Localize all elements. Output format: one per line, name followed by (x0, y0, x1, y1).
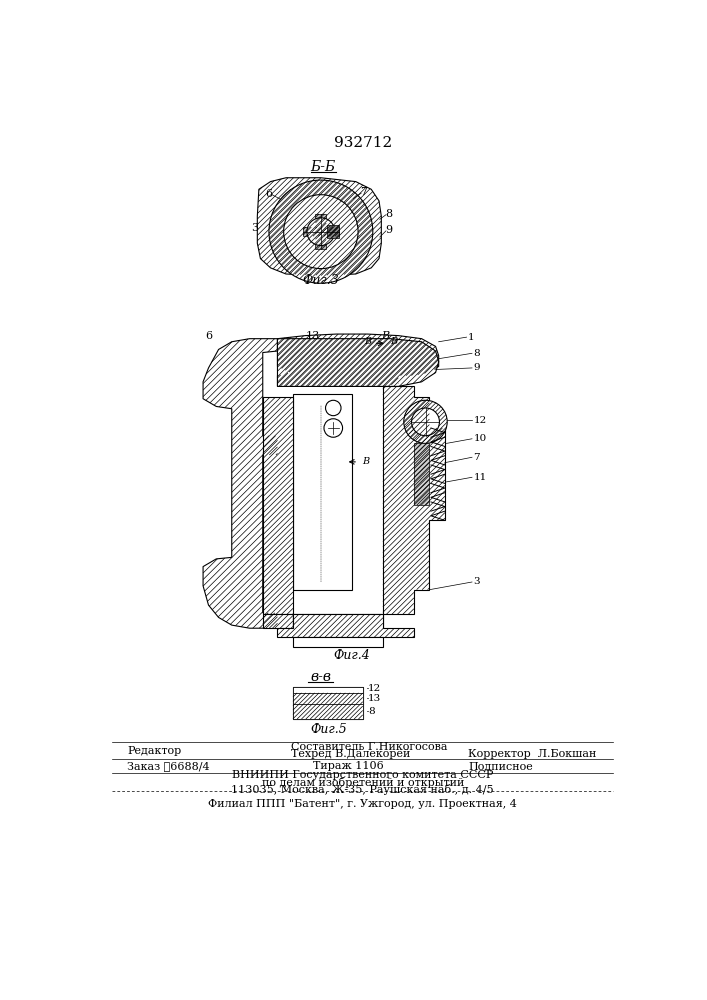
Polygon shape (315, 214, 327, 249)
Text: 10: 10 (474, 434, 487, 443)
Polygon shape (277, 614, 414, 637)
Polygon shape (263, 614, 293, 628)
Text: 6: 6 (205, 331, 212, 341)
Text: 1: 1 (468, 333, 474, 342)
Text: Тираж 1106: Тираж 1106 (313, 761, 384, 771)
Text: 8: 8 (368, 707, 375, 716)
Text: 12: 12 (474, 416, 487, 425)
Bar (414, 443, 429, 505)
Text: 3: 3 (474, 578, 480, 586)
Text: Корректор  Л.Бокшан: Корректор Л.Бокшан (468, 749, 597, 759)
Text: 3: 3 (252, 223, 259, 233)
Text: 12: 12 (368, 684, 381, 693)
Bar (293, 687, 363, 693)
Text: 113035, Москва, Ж-35, Раушская наб., д. 4/5: 113035, Москва, Ж-35, Раушская наб., д. … (231, 784, 494, 795)
Text: Филиал ППП "Батент", г. Ужгород, ул. Проектная, 4: Филиал ППП "Батент", г. Ужгород, ул. Про… (209, 799, 517, 809)
Text: 6: 6 (265, 189, 272, 199)
Circle shape (269, 180, 373, 283)
Text: 13: 13 (306, 331, 320, 341)
Polygon shape (277, 339, 438, 386)
Polygon shape (293, 704, 363, 719)
Polygon shape (277, 334, 438, 386)
Text: В: В (381, 331, 390, 341)
Polygon shape (383, 386, 445, 614)
Bar (327, 225, 339, 238)
Text: ВНИИПИ Государственного комитета СССР: ВНИИПИ Государственного комитета СССР (232, 770, 493, 780)
Polygon shape (257, 178, 381, 276)
Text: Фиг.5: Фиг.5 (310, 723, 347, 736)
Text: В: В (391, 337, 398, 346)
Polygon shape (303, 227, 339, 236)
Bar (293, 394, 352, 590)
Circle shape (307, 218, 335, 246)
Polygon shape (293, 693, 363, 704)
Text: по делам изобретений и открытий: по делам изобретений и открытий (262, 777, 464, 788)
Polygon shape (203, 339, 277, 628)
Circle shape (325, 400, 341, 416)
Text: 7: 7 (474, 453, 480, 462)
Polygon shape (263, 397, 293, 614)
Text: Фиг.3: Фиг.3 (303, 274, 339, 287)
Text: 9: 9 (385, 225, 392, 235)
Text: 7: 7 (360, 187, 367, 197)
Circle shape (284, 195, 358, 269)
Bar (293, 637, 383, 647)
Text: Фиг.4: Фиг.4 (334, 649, 370, 662)
Text: 8: 8 (385, 209, 392, 219)
Text: В: В (364, 337, 371, 346)
Text: Б-Б: Б-Б (310, 160, 336, 174)
Text: В: В (362, 457, 369, 466)
Text: 13: 13 (368, 694, 381, 703)
Text: 932712: 932712 (334, 136, 392, 150)
Text: 9: 9 (474, 363, 480, 372)
Circle shape (324, 419, 343, 437)
Text: 8: 8 (474, 349, 480, 358)
Text: в-в: в-в (310, 670, 332, 684)
Text: Составитель Г.Никогосова: Составитель Г.Никогосова (291, 742, 448, 752)
Circle shape (411, 408, 440, 436)
Bar (293, 614, 383, 628)
Text: Редактор: Редактор (127, 746, 182, 756)
Text: 11: 11 (474, 473, 487, 482)
Bar (293, 687, 363, 719)
Text: Заказ ڈ6688/4: Заказ ڈ6688/4 (127, 761, 210, 771)
Text: Подписное: Подписное (468, 761, 533, 771)
Circle shape (404, 400, 448, 443)
Text: Техред В.Далекорей: Техред В.Далекорей (291, 749, 411, 759)
